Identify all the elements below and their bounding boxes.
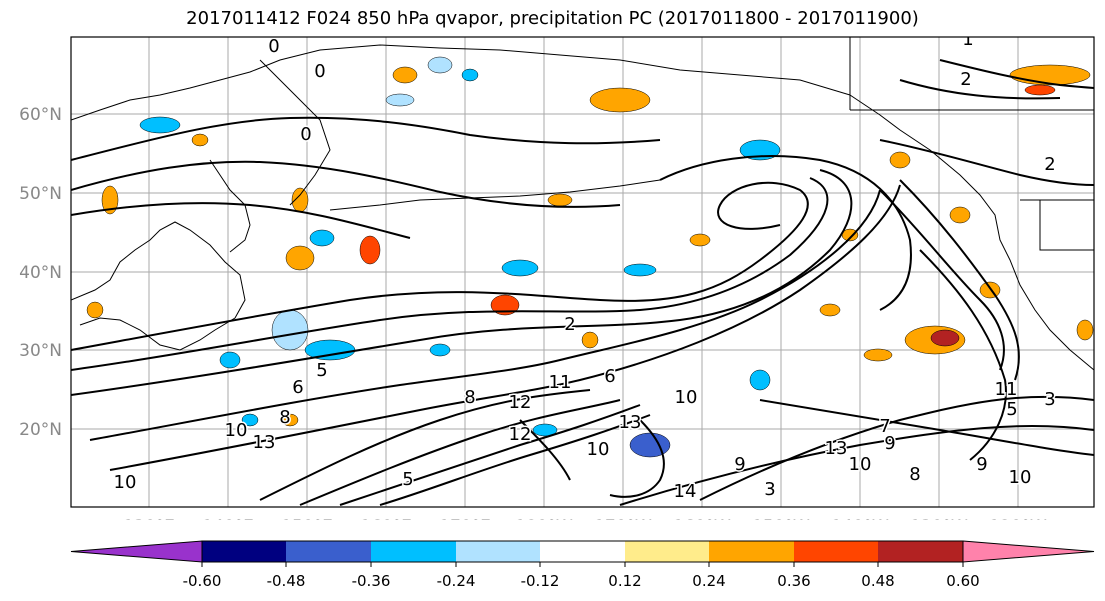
contour-label: 13	[619, 412, 642, 433]
qvapor-contours	[71, 59, 1094, 506]
contour-label: 10	[849, 454, 872, 475]
contour-label: 0	[268, 36, 279, 57]
colorbar-segment	[202, 541, 286, 562]
contour-label: 1	[962, 29, 973, 50]
colorbar-segment	[456, 541, 540, 562]
contour-label: 10	[225, 420, 248, 441]
colorbar-segment	[371, 541, 456, 562]
lat-tick-label: 20°N	[19, 420, 62, 440]
contour-label: 11	[549, 372, 572, 393]
colorbar-segment	[540, 541, 625, 562]
contour-label: 13	[825, 438, 848, 459]
contour-label: 12	[509, 392, 532, 413]
contour-label: 3	[764, 479, 775, 500]
contour-label: 6	[604, 366, 615, 387]
contour-label: 12	[509, 424, 532, 445]
contour-label: 0	[300, 124, 311, 145]
coastlines	[71, 37, 1094, 371]
contour-label: 5	[316, 360, 327, 381]
colorbar-tick-label: -0.12	[521, 572, 560, 590]
contour-label: 13	[253, 432, 276, 453]
lon-tick-label: 160°E	[360, 517, 412, 520]
lat-tick-label: 40°N	[19, 263, 62, 283]
contour-label: 9	[734, 454, 745, 475]
colorbar-tick-labels: -0.60 -0.48 -0.36 -0.24 -0.12 0.12 0.24 0.36 0.4…	[183, 562, 980, 590]
latitude-tick-labels: 60°N 50°N 40°N 30°N 20°N	[19, 105, 62, 440]
lon-tick-label: 130°E	[123, 517, 175, 520]
lon-tick-label: 160°W	[673, 517, 731, 520]
contour-label: 14	[674, 481, 697, 502]
lon-tick-label: 170°E	[439, 517, 491, 520]
colorbar-tick-label: 0.60	[946, 572, 979, 590]
colorbar-tick-label: -0.36	[352, 572, 391, 590]
colorbar-segment	[625, 541, 709, 562]
contour-label: 11	[995, 379, 1018, 400]
lon-tick-label: 150°E	[281, 517, 333, 520]
colorbar-tick-label: -0.60	[183, 572, 222, 590]
colorbar-tick-label: -0.48	[267, 572, 306, 590]
lon-tick-label: 170°W	[594, 517, 652, 520]
colorbar-segments	[70, 540, 1095, 563]
contour-label: 8	[279, 407, 290, 428]
contour-label: 5	[1006, 399, 1017, 420]
lon-tick-label: 150°W	[752, 517, 810, 520]
lon-tick-label: 120°W	[989, 517, 1047, 520]
lat-tick-label: 50°N	[19, 184, 62, 204]
colorbar-segment	[794, 541, 878, 562]
contour-label: 10	[587, 439, 610, 460]
graticule	[71, 37, 1094, 507]
colorbar-tick-label: 0.12	[608, 572, 641, 590]
contour-label: 9	[976, 454, 987, 475]
lon-tick-label: 140°E	[202, 517, 254, 520]
colorbar-segment	[709, 541, 794, 562]
colorbar-segment	[286, 541, 371, 562]
contour-label: 2	[1044, 154, 1055, 175]
contour-label: 2	[960, 69, 971, 90]
map-frame	[70, 36, 1095, 508]
contour-label: 2	[564, 314, 575, 335]
lon-tick-label: 130°W	[910, 517, 968, 520]
longitude-tick-labels: 130°E 140°E 150°E 160°E 170°E 180°W 170°W 160°W…	[123, 517, 1047, 520]
lat-tick-label: 30°N	[19, 341, 62, 361]
colorbar-tick-label: 0.24	[692, 572, 725, 590]
colorbar-tick-label: -0.24	[437, 572, 476, 590]
contour-label: 10	[114, 472, 137, 493]
colorbar-extend-high	[962, 540, 1095, 563]
contour-label: 7	[879, 416, 890, 437]
contour-label: 10	[675, 387, 698, 408]
lon-tick-label: 180°W	[515, 517, 573, 520]
contour-label: 3	[1044, 389, 1055, 410]
lon-tick-label: 140°W	[831, 517, 889, 520]
contour-label: 9	[884, 433, 895, 454]
contour-label: 5	[402, 469, 413, 490]
colorbar-segment	[878, 541, 963, 562]
colorbar-tick-label: 0.36	[777, 572, 810, 590]
map-title: 2017011412 F024 850 hPa qvapor, precipit…	[186, 8, 919, 29]
contour-label: 10	[1009, 467, 1032, 488]
lat-tick-label: 60°N	[19, 105, 62, 125]
contour-label: 8	[464, 387, 475, 408]
contour-label: 0	[314, 61, 325, 82]
colorbar-extend-low	[70, 540, 203, 563]
colorbar-tick-label: 0.48	[861, 572, 894, 590]
contour-label: 6	[292, 377, 303, 398]
contour-label: 8	[909, 464, 920, 485]
